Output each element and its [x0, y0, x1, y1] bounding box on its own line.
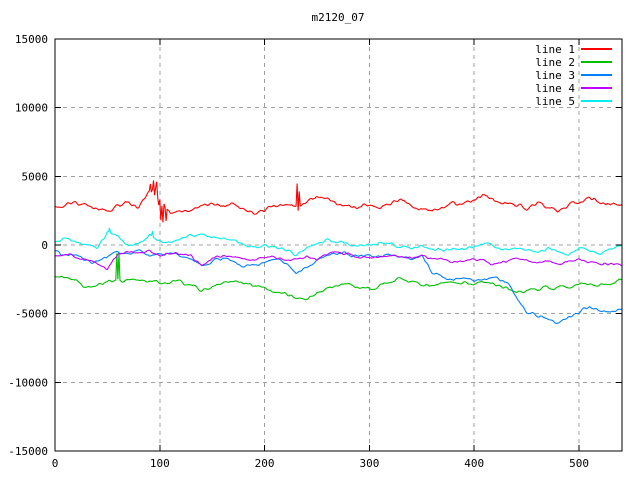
x-tick-label: 500	[569, 457, 589, 470]
series-line-4	[55, 249, 622, 271]
plot-border	[54, 38, 623, 452]
x-tick-label: 200	[255, 457, 275, 470]
y-tick-label: -5000	[15, 308, 48, 321]
y-axis-labels: -15000 -10000 -5000 0 5000 10000 15000	[8, 33, 48, 458]
x-axis-labels: 0 100 200 300 400 500	[52, 457, 589, 470]
x-tick-label: 300	[359, 457, 379, 470]
series-line-5	[55, 227, 622, 257]
y-tick-label: 0	[41, 239, 48, 252]
legend-label: line 1	[535, 43, 575, 56]
y-tick-label: 15000	[15, 33, 48, 46]
legend-label: line 2	[535, 56, 575, 69]
y-tick-label: -15000	[8, 445, 48, 458]
series-line-3	[55, 249, 622, 324]
y-tick-label: -10000	[8, 376, 48, 389]
series-lines	[55, 180, 622, 324]
legend-entry: line 1	[535, 43, 612, 56]
legend-entry: line 4	[535, 82, 612, 95]
series-line-2	[55, 252, 622, 301]
legend-entry: line 5	[535, 95, 612, 108]
legend-entry: line 2	[535, 56, 612, 69]
chart-title: m2120_07	[312, 11, 365, 24]
legend-entry: line 3	[535, 69, 612, 82]
x-tick-label: 100	[150, 457, 170, 470]
legend-label: line 5	[535, 95, 575, 108]
y-tick-label: 10000	[15, 102, 48, 115]
legend-label: line 4	[535, 82, 575, 95]
legend-label: line 3	[535, 69, 575, 82]
x-tick-label: 400	[464, 457, 484, 470]
x-tick-label: 0	[52, 457, 59, 470]
y-tick-label: 5000	[22, 170, 49, 183]
series-line-1	[55, 180, 622, 223]
